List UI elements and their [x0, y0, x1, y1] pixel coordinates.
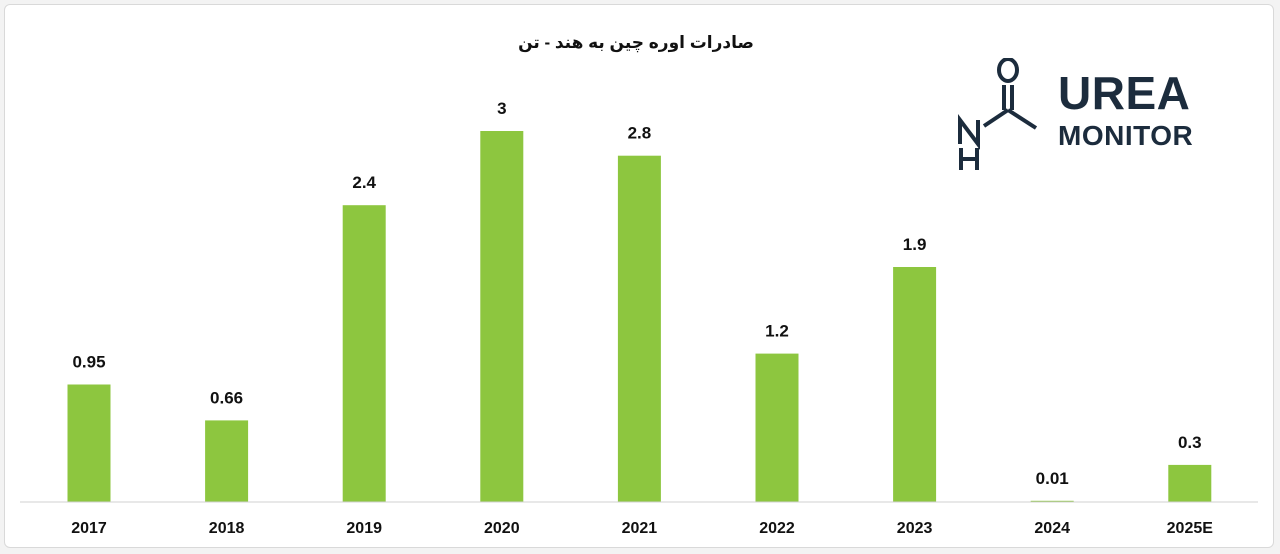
x-tick-2017: 2017: [71, 520, 107, 537]
data-label-2018: 0.66: [210, 388, 243, 407]
data-label-2021: 2.8: [628, 124, 652, 143]
x-tick-2020: 2020: [484, 520, 520, 537]
bar-2018: [205, 420, 249, 502]
bar-2020: [480, 131, 524, 502]
data-label-2020: 3: [497, 99, 506, 118]
urea-molecule-icon: [958, 58, 1038, 170]
bar-2023: [893, 267, 937, 502]
data-label-2025E: 0.3: [1178, 433, 1202, 452]
bar-2021: [617, 155, 661, 502]
x-tick-2024: 2024: [1034, 520, 1070, 537]
x-tick-2025E: 2025E: [1167, 520, 1214, 537]
data-label-2019: 2.4: [352, 173, 376, 192]
x-tick-2018: 2018: [209, 520, 245, 537]
data-label-2024: 0.01: [1036, 469, 1069, 488]
bar-2019: [342, 205, 386, 502]
logo-text-monitor: MONITOR: [1058, 120, 1194, 151]
bar-2025E: [1168, 464, 1212, 502]
bar-2024: [1030, 500, 1074, 502]
data-label-2022: 1.2: [765, 322, 789, 341]
x-tick-2019: 2019: [346, 520, 382, 537]
x-tick-2022: 2022: [759, 520, 795, 537]
chart-title: صادرات اوره چین به هند - تن: [518, 33, 754, 52]
urea-monitor-logo: [954, 58, 1204, 173]
bar-2017: [67, 384, 111, 502]
x-tick-2021: 2021: [622, 520, 658, 537]
logo-text-urea: UREA: [1058, 67, 1191, 119]
data-label-2023: 1.9: [903, 235, 927, 254]
bar-2022: [755, 353, 799, 502]
data-label-2017: 0.95: [72, 353, 105, 372]
x-tick-2023: 2023: [897, 520, 933, 537]
